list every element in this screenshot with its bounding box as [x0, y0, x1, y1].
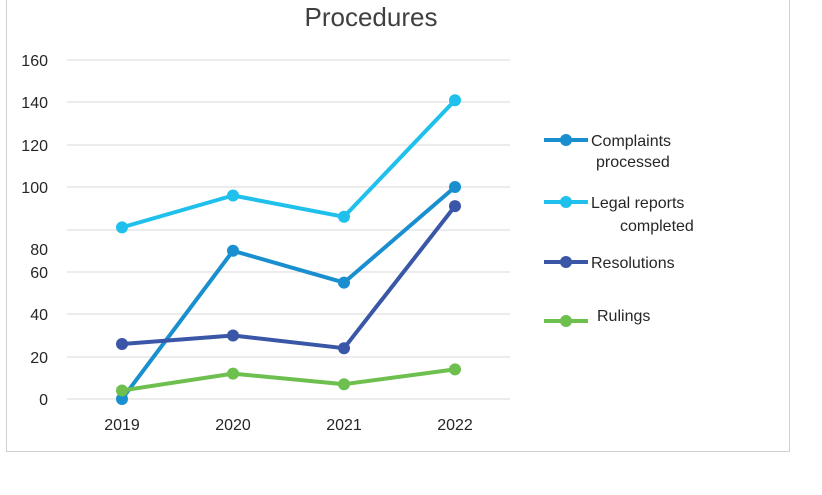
series-line: [120, 367, 457, 393]
series-1: [116, 94, 461, 234]
series-line: [120, 185, 457, 401]
data-point: [449, 94, 461, 107]
legend-item: Resolutions: [544, 255, 675, 272]
legend-label: Legal reports completed: [591, 195, 694, 235]
legend-label: Rulings: [597, 308, 650, 325]
y-tick-label: 80: [30, 242, 48, 259]
y-tick-label: 0: [39, 392, 48, 409]
y-tick-label: 100: [21, 180, 48, 197]
legend: Complaints processed Legal reports complete…: [544, 133, 694, 327]
series-line: [120, 98, 457, 230]
legend-marker: [560, 196, 572, 208]
series-3: [116, 363, 461, 397]
legend-item: Rulings: [544, 308, 650, 327]
data-point: [227, 329, 239, 342]
x-tick-label: 2020: [215, 417, 251, 434]
legend-label: Resolutions: [591, 255, 675, 272]
x-tick-label: 2021: [326, 417, 362, 434]
data-point: [338, 378, 350, 391]
legend-marker: [560, 315, 572, 327]
legend-marker: [560, 256, 572, 268]
y-tick-label: 20: [30, 350, 48, 367]
data-point: [116, 338, 128, 350]
data-point: [116, 393, 128, 405]
chart-title: Procedures: [305, 2, 438, 32]
data-point: [338, 276, 350, 289]
y-tick-label: 140: [21, 95, 48, 112]
legend-label: Complaints processed: [591, 133, 671, 171]
data-point: [338, 342, 350, 355]
legend-marker: [560, 134, 572, 146]
y-axis-ticks: 0 20 40 60 80 100 120 140 160: [21, 53, 48, 409]
series-lines: [116, 94, 461, 405]
legend-item: Legal reports completed: [544, 195, 694, 235]
x-tick-label: 2022: [437, 417, 473, 434]
y-tick-label: 40: [30, 307, 48, 324]
series-0: [116, 181, 461, 405]
chart-frame: [6, 0, 790, 452]
data-point: [227, 367, 239, 380]
data-point: [449, 181, 461, 193]
data-point: [227, 244, 239, 257]
data-point: [449, 363, 461, 376]
y-tick-label: 120: [21, 138, 48, 155]
x-axis-ticks: 2019 2020 2021 2022: [104, 417, 473, 434]
gridlines: [67, 59, 510, 400]
data-point: [116, 221, 128, 234]
y-tick-label: 60: [30, 265, 48, 282]
y-tick-label: 160: [21, 53, 48, 70]
data-point: [116, 384, 128, 397]
series-line: [120, 204, 457, 351]
data-point: [227, 189, 239, 202]
x-tick-label: 2019: [104, 417, 140, 434]
data-point: [338, 210, 350, 223]
legend-item: Complaints processed: [544, 133, 671, 171]
series-2: [116, 200, 461, 355]
data-point: [449, 200, 461, 213]
